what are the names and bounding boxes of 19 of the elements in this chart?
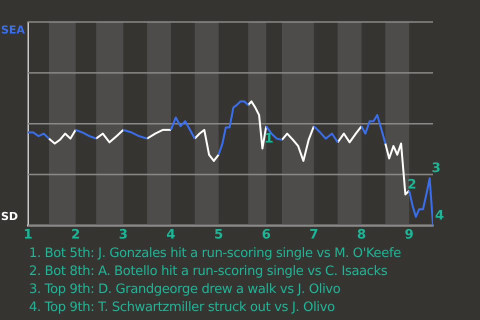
text: 3. Top 9th: D. Grandgeorge drew a walk vs J. Olivo (29, 281, 342, 299)
x-tick-label: 4 (166, 228, 176, 243)
x-tick-label: 1 (23, 228, 33, 243)
x-tick-label: 8 (357, 228, 366, 243)
ref-line-label: SEA (1, 23, 26, 36)
text: 2. Bot 8th: A. Botello hit a run-scoring single vs C. Isaacks (29, 263, 388, 281)
text: 4. Top 9th: T. Schwartzmiller struck out vs J. Olivo (29, 299, 336, 317)
ref-line-label: SD (1, 210, 18, 223)
x-tick-label: 9 (404, 228, 414, 243)
annotation: 2 (407, 177, 416, 192)
annotation: 3 (432, 161, 441, 176)
x-tick-label: 2 (71, 228, 80, 243)
x-tick-label: 5 (214, 228, 224, 243)
text: 1. Bot 5th: J. Gonzales hit a run-scoring single vs M. O'Keefe (29, 245, 401, 263)
annotation: 4 (435, 208, 444, 224)
x-tick-label: 6 (262, 228, 271, 243)
annotation: 1 (264, 131, 274, 146)
x-tick-label: 3 (118, 228, 128, 243)
x-tick-label: 7 (309, 228, 318, 243)
